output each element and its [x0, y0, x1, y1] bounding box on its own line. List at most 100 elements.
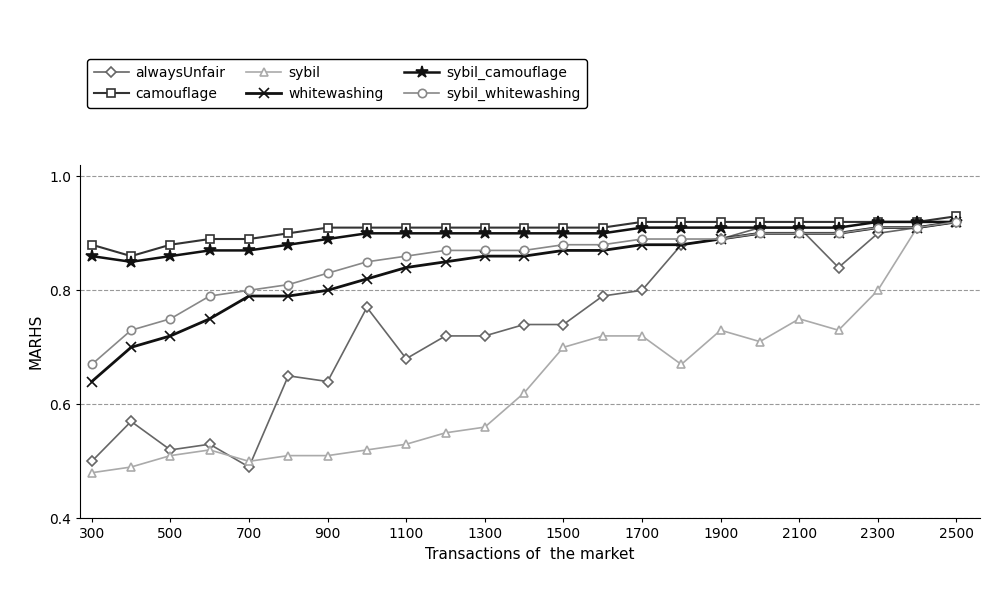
sybil_whitewashing: [518, 247, 530, 254]
alwaysUnfair: [833, 264, 845, 271]
whitewashing: [86, 378, 98, 385]
whitewashing: [557, 247, 569, 254]
sybil_whitewashing: [793, 230, 805, 237]
sybil: [911, 224, 923, 231]
alwaysUnfair: [518, 321, 530, 328]
sybil: [675, 361, 687, 368]
alwaysUnfair: [400, 355, 412, 362]
camouflage: [911, 219, 923, 226]
sybil_camouflage: [282, 241, 294, 248]
camouflage: [322, 224, 334, 231]
alwaysUnfair: [715, 236, 727, 243]
whitewashing: [282, 293, 294, 300]
sybil: [715, 327, 727, 334]
sybil: [125, 464, 137, 471]
camouflage: [361, 224, 373, 231]
whitewashing: [872, 224, 884, 231]
whitewashing: [675, 241, 687, 248]
alwaysUnfair: [243, 464, 255, 471]
sybil_camouflage: [793, 224, 805, 231]
sybil: [204, 446, 216, 454]
Line: camouflage: camouflage: [88, 212, 961, 260]
alwaysUnfair: [557, 321, 569, 328]
camouflage: [754, 219, 766, 226]
whitewashing: [636, 241, 648, 248]
whitewashing: [793, 230, 805, 237]
alwaysUnfair: [950, 219, 962, 226]
sybil: [164, 452, 176, 459]
X-axis label: Transactions of  the market: Transactions of the market: [425, 547, 635, 562]
sybil_whitewashing: [597, 241, 609, 248]
alwaysUnfair: [125, 418, 137, 425]
camouflage: [675, 219, 687, 226]
alwaysUnfair: [872, 230, 884, 237]
sybil_camouflage: [557, 230, 569, 237]
whitewashing: [518, 253, 530, 260]
sybil_whitewashing: [204, 293, 216, 300]
alwaysUnfair: [322, 378, 334, 385]
sybil_camouflage: [636, 224, 648, 231]
whitewashing: [833, 230, 845, 237]
whitewashing: [754, 230, 766, 237]
sybil: [950, 219, 962, 226]
alwaysUnfair: [754, 224, 766, 231]
sybil_camouflage: [322, 236, 334, 243]
camouflage: [125, 253, 137, 260]
whitewashing: [715, 236, 727, 243]
sybil: [400, 441, 412, 448]
sybil_camouflage: [361, 230, 373, 237]
sybil_camouflage: [715, 224, 727, 231]
sybil: [872, 287, 884, 294]
sybil: [440, 429, 452, 436]
Line: sybil_whitewashing: sybil_whitewashing: [88, 218, 961, 369]
sybil_whitewashing: [322, 270, 334, 277]
camouflage: [243, 236, 255, 243]
camouflage: [833, 219, 845, 226]
sybil_whitewashing: [400, 253, 412, 260]
sybil: [597, 332, 609, 339]
sybil_camouflage: [675, 224, 687, 231]
sybil_whitewashing: [950, 219, 962, 226]
alwaysUnfair: [282, 372, 294, 379]
camouflage: [204, 236, 216, 243]
sybil_whitewashing: [479, 247, 491, 254]
alwaysUnfair: [479, 332, 491, 339]
sybil_whitewashing: [243, 287, 255, 294]
sybil_camouflage: [518, 230, 530, 237]
sybil_whitewashing: [282, 281, 294, 288]
sybil_camouflage: [479, 230, 491, 237]
sybil: [754, 338, 766, 345]
alwaysUnfair: [440, 332, 452, 339]
whitewashing: [911, 224, 923, 231]
sybil_camouflage: [440, 230, 452, 237]
sybil_camouflage: [164, 253, 176, 260]
whitewashing: [400, 264, 412, 271]
whitewashing: [243, 293, 255, 300]
sybil_camouflage: [400, 230, 412, 237]
alwaysUnfair: [86, 458, 98, 465]
sybil: [86, 469, 98, 477]
sybil_whitewashing: [164, 315, 176, 322]
alwaysUnfair: [204, 441, 216, 448]
whitewashing: [322, 287, 334, 294]
sybil_whitewashing: [636, 236, 648, 243]
sybil: [361, 446, 373, 454]
sybil: [282, 452, 294, 459]
camouflage: [440, 224, 452, 231]
sybil_camouflage: [754, 224, 766, 231]
camouflage: [636, 219, 648, 226]
alwaysUnfair: [597, 293, 609, 300]
sybil_whitewashing: [440, 247, 452, 254]
whitewashing: [361, 276, 373, 283]
sybil_camouflage: [125, 259, 137, 266]
alwaysUnfair: [164, 446, 176, 454]
camouflage: [164, 241, 176, 248]
camouflage: [872, 219, 884, 226]
alwaysUnfair: [675, 241, 687, 248]
sybil_camouflage: [950, 219, 962, 226]
sybil: [322, 452, 334, 459]
sybil: [243, 458, 255, 465]
camouflage: [715, 219, 727, 226]
sybil: [833, 327, 845, 334]
alwaysUnfair: [911, 224, 923, 231]
